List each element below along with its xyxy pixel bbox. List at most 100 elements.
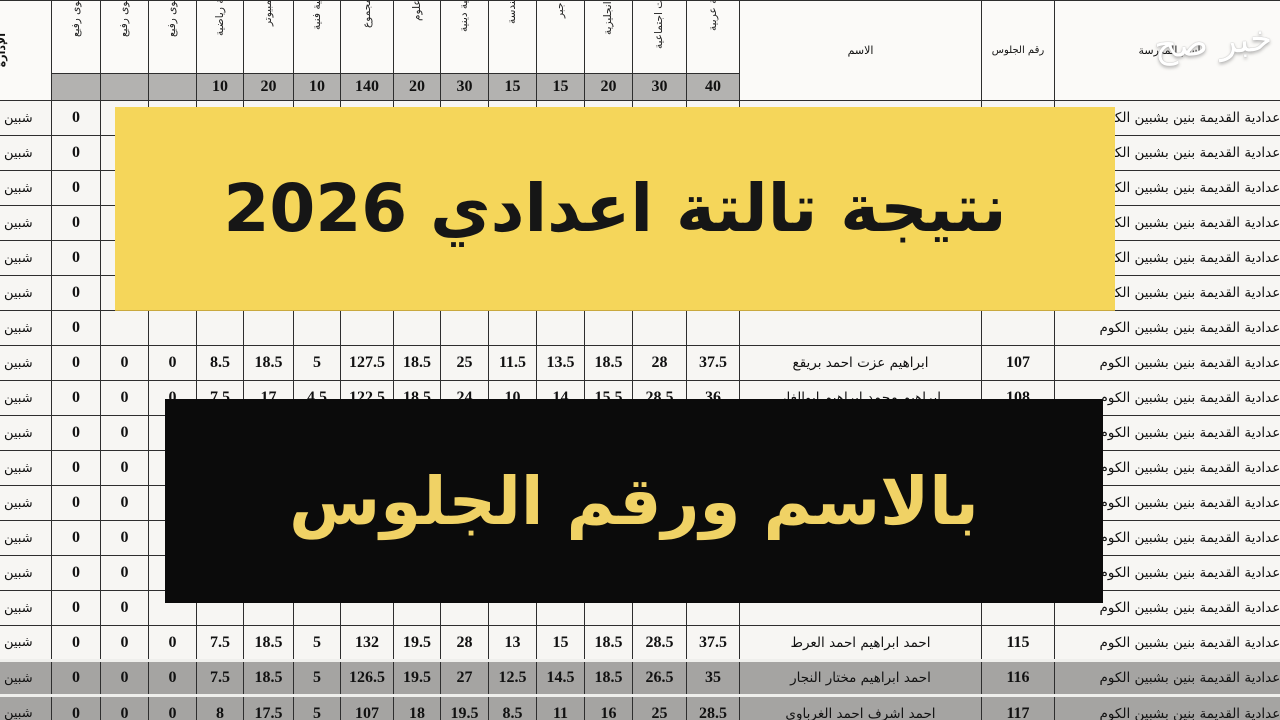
score-cell[interactable]: 0 (51, 240, 101, 276)
score-cell[interactable]: 0 (148, 659, 197, 696)
score-cell[interactable]: 0 (100, 485, 149, 521)
score-cell[interactable]: 35 (686, 659, 740, 696)
max-score-cell[interactable]: 10 (293, 73, 341, 101)
max-score-cell[interactable]: 15 (488, 73, 537, 101)
max-score-cell[interactable]: 30 (440, 73, 489, 101)
score-cell[interactable]: 0 (51, 100, 101, 136)
score-cell[interactable]: 11 (536, 694, 585, 720)
score-cell[interactable]: 18.5 (243, 625, 294, 661)
score-cell[interactable]: 0 (51, 275, 101, 311)
score-cell[interactable]: 19.5 (393, 625, 441, 661)
score-cell[interactable]: 18.5 (243, 659, 294, 696)
admin-cell[interactable]: شبين الكوم (0, 415, 52, 451)
school-cell[interactable]: اعدادية القديمة بنين بشبين الكوم (1054, 625, 1280, 661)
score-cell[interactable]: 28 (632, 345, 687, 381)
score-cell[interactable]: 7.5 (196, 625, 244, 661)
max-score-cell[interactable]: 20 (584, 73, 633, 101)
admin-cell[interactable]: شبين الكوم (0, 625, 52, 661)
school-cell[interactable]: اعدادية القديمة بنين بشبين الكوم (1054, 659, 1280, 696)
seat-number-cell[interactable] (981, 310, 1055, 346)
score-cell[interactable]: 19.5 (393, 659, 441, 696)
score-cell[interactable]: 0 (51, 694, 101, 720)
score-cell[interactable] (340, 310, 394, 346)
admin-cell[interactable]: شبين الكوم (0, 555, 52, 591)
score-cell[interactable] (293, 310, 341, 346)
score-cell[interactable]: 18.5 (584, 345, 633, 381)
admin-cell[interactable]: شبين الكوم (0, 275, 52, 311)
score-cell[interactable]: 17.5 (243, 694, 294, 720)
admin-cell[interactable]: شبين الكوم (0, 450, 52, 486)
admin-cell[interactable]: شبين الكوم (0, 310, 52, 346)
score-cell[interactable] (686, 310, 740, 346)
score-cell[interactable]: 18.5 (584, 659, 633, 696)
admin-cell[interactable]: شبين الكوم (0, 205, 52, 241)
score-cell[interactable]: 0 (100, 659, 149, 696)
score-cell[interactable]: 18.5 (243, 345, 294, 381)
score-cell[interactable]: 0 (100, 380, 149, 416)
seat-number-cell[interactable]: 115 (981, 625, 1055, 661)
score-cell[interactable]: 8 (196, 694, 244, 720)
score-cell[interactable]: 0 (51, 485, 101, 521)
score-cell[interactable] (100, 310, 149, 346)
score-cell[interactable]: 13 (488, 625, 537, 661)
score-cell[interactable]: 11.5 (488, 345, 537, 381)
score-cell[interactable]: 0 (100, 415, 149, 451)
score-cell[interactable]: 0 (148, 625, 197, 661)
score-cell[interactable]: 132 (340, 625, 394, 661)
admin-cell[interactable]: شبين الكوم (0, 380, 52, 416)
score-cell[interactable] (488, 310, 537, 346)
score-cell[interactable]: 5 (293, 625, 341, 661)
max-score-cell[interactable]: 30 (632, 73, 687, 101)
admin-cell[interactable]: شبين الكوم (0, 694, 52, 720)
score-cell[interactable]: 107 (340, 694, 394, 720)
score-cell[interactable]: 0 (51, 415, 101, 451)
score-cell[interactable]: 0 (51, 310, 101, 346)
score-cell[interactable]: 28 (440, 625, 489, 661)
school-cell[interactable]: اعدادية القديمة بنين بشبين الكوم (1054, 345, 1280, 381)
score-cell[interactable]: 0 (51, 205, 101, 241)
score-cell[interactable]: 0 (100, 555, 149, 591)
score-cell[interactable] (243, 310, 294, 346)
score-cell[interactable]: 0 (51, 345, 101, 381)
score-cell[interactable]: 0 (100, 450, 149, 486)
score-cell[interactable]: 0 (51, 380, 101, 416)
score-cell[interactable] (536, 310, 585, 346)
admin-cell[interactable]: شبين الكوم (0, 240, 52, 276)
max-score-cell[interactable] (51, 73, 101, 101)
admin-cell[interactable]: شبين الكوم (0, 345, 52, 381)
student-name-cell[interactable]: احمد اشرف احمد الغرباوى (739, 694, 982, 720)
score-cell[interactable]: 5 (293, 659, 341, 696)
max-score-cell[interactable] (100, 73, 149, 101)
score-cell[interactable]: 0 (51, 135, 101, 171)
score-cell[interactable]: 0 (148, 345, 197, 381)
admin-cell[interactable]: شبين الكوم (0, 590, 52, 626)
score-cell[interactable]: 0 (51, 555, 101, 591)
admin-cell[interactable]: شبين الكوم (0, 100, 52, 136)
score-cell[interactable] (440, 310, 489, 346)
score-cell[interactable] (148, 310, 197, 346)
score-cell[interactable]: 0 (100, 625, 149, 661)
score-cell[interactable]: 15 (536, 625, 585, 661)
score-cell[interactable]: 0 (100, 590, 149, 626)
max-score-cell[interactable]: 40 (686, 73, 740, 101)
score-cell[interactable]: 0 (148, 694, 197, 720)
score-cell[interactable]: 37.5 (686, 345, 740, 381)
score-cell[interactable]: 0 (51, 520, 101, 556)
score-cell[interactable]: 0 (100, 694, 149, 720)
score-cell[interactable]: 18.5 (584, 625, 633, 661)
admin-cell[interactable]: شبين الكوم (0, 659, 52, 696)
admin-cell[interactable]: شبين الكوم (0, 135, 52, 171)
score-cell[interactable]: 18 (393, 694, 441, 720)
score-cell[interactable]: 0 (51, 450, 101, 486)
score-cell[interactable]: 8.5 (196, 345, 244, 381)
admin-cell[interactable]: شبين الكوم (0, 520, 52, 556)
score-cell[interactable]: 18.5 (393, 345, 441, 381)
score-cell[interactable] (584, 310, 633, 346)
score-cell[interactable]: 8.5 (488, 694, 537, 720)
score-cell[interactable]: 25 (440, 345, 489, 381)
score-cell[interactable]: 14.5 (536, 659, 585, 696)
score-cell[interactable]: 28.5 (632, 625, 687, 661)
student-name-cell[interactable]: احمد ابراهيم احمد العرط (739, 625, 982, 661)
score-cell[interactable]: 16 (584, 694, 633, 720)
admin-cell[interactable]: شبين الكوم (0, 485, 52, 521)
